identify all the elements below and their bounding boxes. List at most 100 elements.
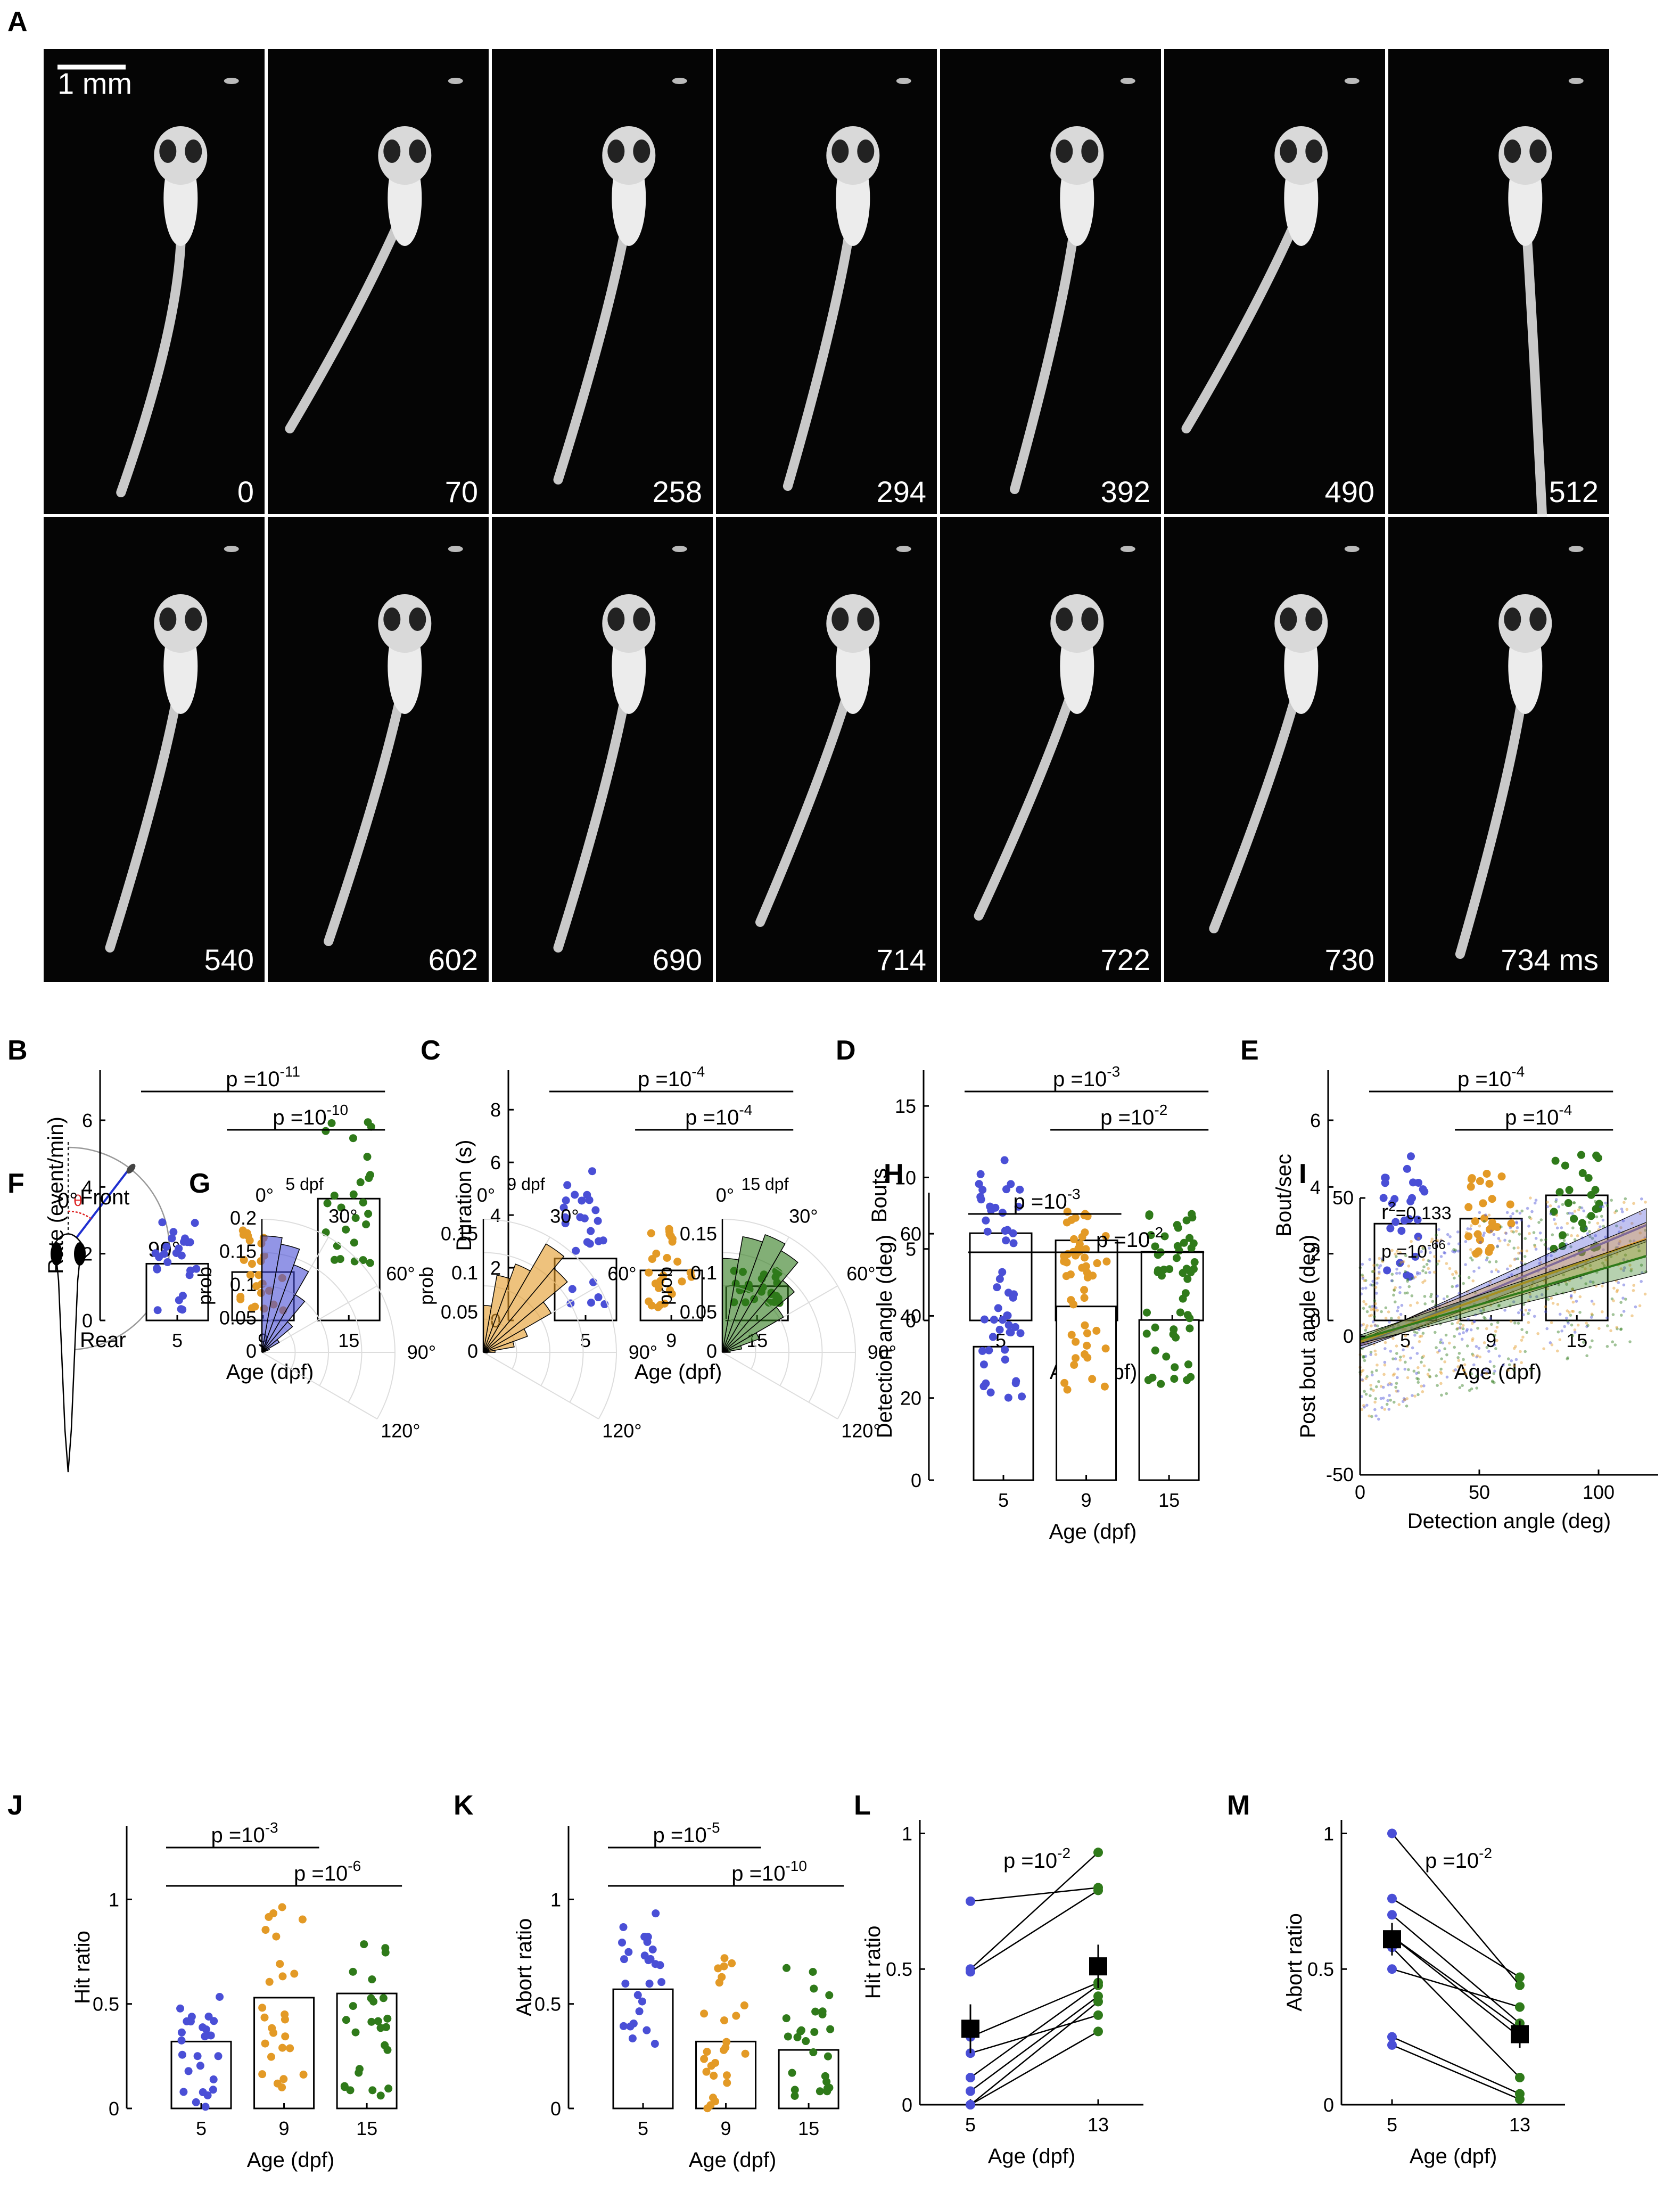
data-point [236, 1293, 245, 1301]
data-point [594, 1217, 602, 1225]
data-point [176, 2004, 185, 2013]
scatter-point [1625, 1208, 1629, 1211]
scatter-point [1550, 1296, 1553, 1300]
frame-0: 0 [44, 49, 265, 514]
scatter-point [1590, 1268, 1593, 1271]
data-point [563, 1181, 572, 1189]
scatter-point [1471, 1251, 1474, 1254]
frame-time-label: 730 [1325, 943, 1374, 976]
scatter-point [1375, 1292, 1378, 1295]
data-point [1173, 1242, 1182, 1250]
polar-bar [722, 1306, 784, 1353]
scatter-point [1392, 1293, 1395, 1297]
scatter-point [1569, 1245, 1572, 1249]
angle-label: 90° [407, 1341, 436, 1363]
scatter-point [1373, 1315, 1376, 1318]
scatter-point [1467, 1317, 1470, 1321]
scatter-point [1475, 1355, 1478, 1359]
scatter-point [1414, 1255, 1418, 1259]
scatter-point [1377, 1270, 1381, 1274]
scatter-point [1475, 1386, 1479, 1390]
scatter-point [1409, 1356, 1412, 1360]
pair-line [970, 2031, 1099, 2106]
data-point [978, 1347, 987, 1355]
scatter-point [1413, 1333, 1417, 1337]
data-point [740, 2001, 748, 2010]
p-value-exponent: -4 [1559, 1102, 1572, 1118]
data-point [822, 2078, 831, 2086]
scatter-point [1462, 1368, 1465, 1372]
scatter-point [1585, 1321, 1588, 1325]
scatter-point [1562, 1273, 1566, 1277]
data-point [714, 1964, 722, 1973]
scatter-point [1436, 1262, 1439, 1266]
data-point [382, 2023, 390, 2031]
scatter-point [1640, 1197, 1643, 1201]
radial-axis-label: prob [654, 1267, 676, 1305]
scatter-point [1428, 1246, 1431, 1250]
scatter-point [1362, 1355, 1366, 1358]
scatter-point [1369, 1350, 1373, 1354]
scatter-point [1618, 1240, 1622, 1243]
scatter-point [1376, 1309, 1379, 1312]
scatter-point [1588, 1264, 1592, 1267]
scatter-point [1421, 1390, 1424, 1393]
data-point [356, 1178, 365, 1187]
data-point [783, 1964, 791, 1972]
scatter-point [1534, 1199, 1538, 1202]
scatter-point [1494, 1329, 1497, 1333]
y-tick-label: 1 [902, 1823, 912, 1844]
scatter-point [1421, 1332, 1425, 1335]
scatter-point [1399, 1356, 1402, 1359]
scatter-point [1451, 1273, 1454, 1276]
scatter-point [1512, 1368, 1516, 1372]
data-point [367, 2017, 376, 2026]
data-point [381, 1944, 390, 1952]
scatter-point [1538, 1262, 1541, 1265]
scatter-point [1486, 1256, 1489, 1260]
scatter-point [1407, 1265, 1411, 1268]
prey-item [896, 78, 911, 84]
scatter-point [1412, 1369, 1416, 1373]
scatter-point [1483, 1232, 1486, 1235]
scatter-point [1461, 1324, 1465, 1327]
data-point [1411, 1252, 1420, 1261]
scatter-point [1510, 1273, 1513, 1276]
scatter-point [1383, 1363, 1387, 1367]
scatter-point [1404, 1270, 1407, 1274]
scatter-point [1372, 1307, 1376, 1311]
fish-eye-right [185, 139, 202, 163]
scatter-point [1436, 1294, 1439, 1298]
scatter-point [1464, 1240, 1468, 1243]
scatter-point [1435, 1233, 1438, 1237]
scatter-point [1518, 1233, 1521, 1236]
x-tick-label: 9 [279, 2117, 290, 2139]
angle-label: 0° [716, 1184, 734, 1206]
scatter-point [1456, 1326, 1460, 1330]
data-point [286, 2044, 294, 2053]
data-point [346, 2086, 355, 2095]
scatter-point [1397, 1403, 1401, 1406]
scatter-point [1457, 1359, 1461, 1362]
x-tick-label: 5 [1400, 1329, 1411, 1351]
scatter-point [1371, 1320, 1375, 1324]
pair-point-age13 [1515, 2073, 1525, 2083]
data-point [559, 1203, 568, 1212]
data-point [351, 2028, 360, 2037]
scatter-point [1368, 1414, 1371, 1418]
zero-degree-label: 0° [57, 1189, 78, 1212]
scatter-point [1452, 1248, 1455, 1251]
y-tick-label: 40 [900, 1305, 921, 1327]
angle-label: 0° [256, 1184, 274, 1206]
y-tick-label: 0.5 [93, 1993, 119, 2015]
data-point [366, 1171, 374, 1179]
data-point [628, 2034, 637, 2042]
pair-point-age13 [1515, 2002, 1525, 2012]
data-point [376, 2091, 385, 2100]
scatter-point [1568, 1211, 1571, 1215]
data-point [1388, 1199, 1396, 1208]
data-point [192, 2098, 200, 2106]
frame-7: 540 [44, 517, 265, 982]
scatter-point [1458, 1386, 1462, 1389]
scatter-point [1389, 1398, 1392, 1402]
